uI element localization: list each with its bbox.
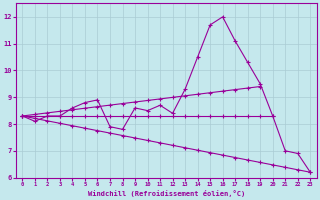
X-axis label: Windchill (Refroidissement éolien,°C): Windchill (Refroidissement éolien,°C) xyxy=(88,190,245,197)
